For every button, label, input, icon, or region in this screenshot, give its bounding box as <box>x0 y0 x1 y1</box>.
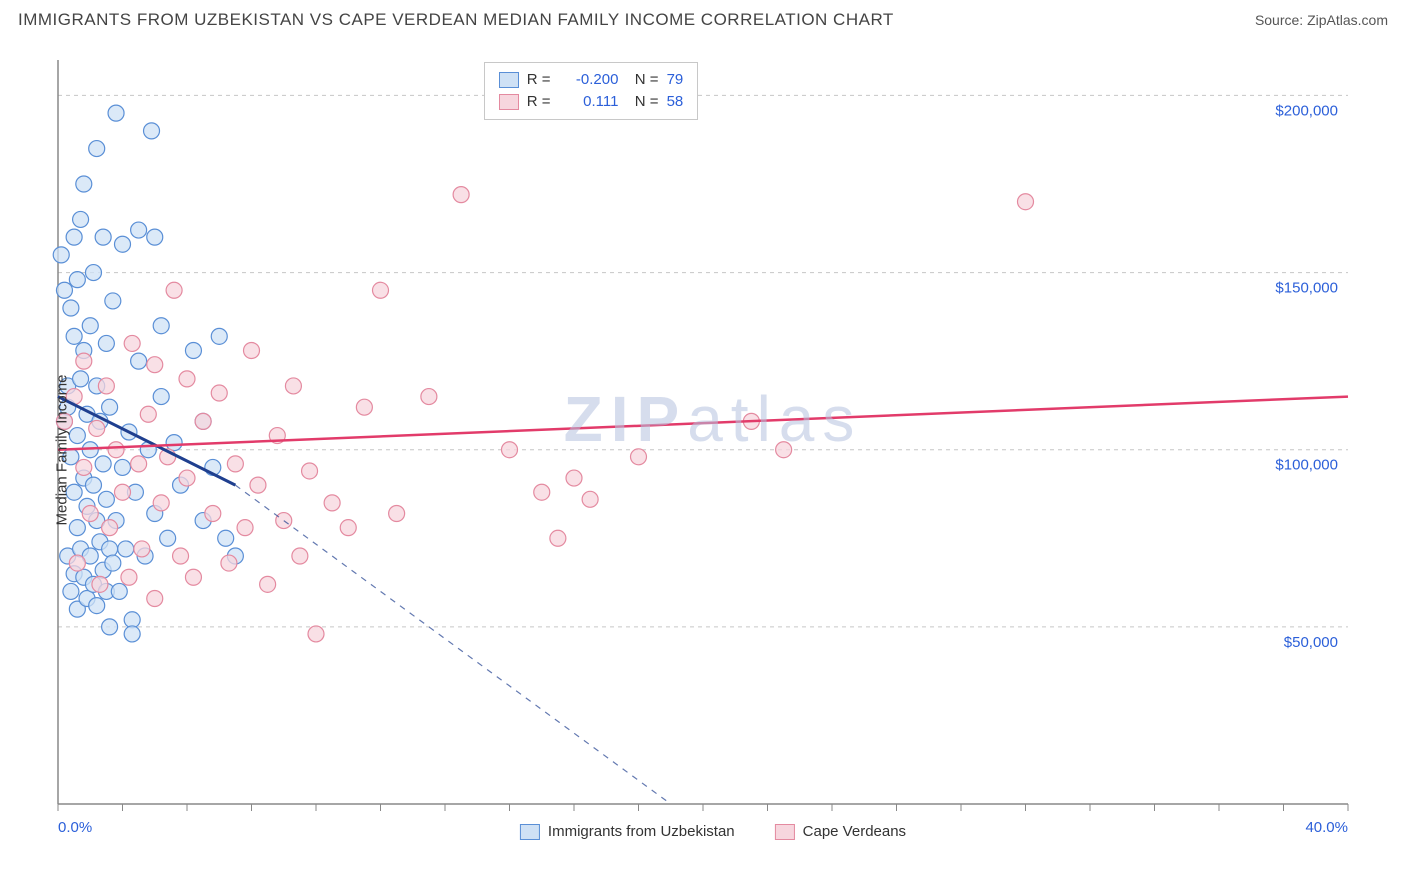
svg-text:$100,000: $100,000 <box>1275 457 1338 474</box>
legend-swatch-icon <box>499 72 519 88</box>
legend-item: Cape Verdeans <box>775 823 906 840</box>
source-label: Source: ZipAtlas.com <box>1255 12 1388 28</box>
svg-text:$50,000: $50,000 <box>1284 634 1338 651</box>
legend-swatch-icon <box>499 94 519 110</box>
scatter-chart: $50,000 $100,000 $150,000 $200,000 0.0% 40.0% <box>48 60 1378 840</box>
svg-text:40.0%: 40.0% <box>1305 819 1348 836</box>
chart-title: IMMIGRANTS FROM UZBEKISTAN VS CAPE VERDE… <box>18 10 894 30</box>
legend-swatch-icon <box>520 824 540 840</box>
svg-text:$150,000: $150,000 <box>1275 280 1338 297</box>
correlation-legend: R = -0.200 N = 79R = 0.111 N = 58 <box>484 62 699 120</box>
y-axis-label: Median Family Income <box>54 375 71 526</box>
legend-row: R = -0.200 N = 79 <box>499 69 684 91</box>
series-legend: Immigrants from Uzbekistan Cape Verdeans <box>520 823 906 840</box>
legend-item: Immigrants from Uzbekistan <box>520 823 735 840</box>
legend-row: R = 0.111 N = 58 <box>499 91 684 113</box>
svg-text:0.0%: 0.0% <box>58 819 92 836</box>
chart-area: Median Family Income $50,000 $100,000 $150… <box>48 60 1378 840</box>
legend-swatch-icon <box>775 824 795 840</box>
svg-text:$200,000: $200,000 <box>1275 102 1338 119</box>
